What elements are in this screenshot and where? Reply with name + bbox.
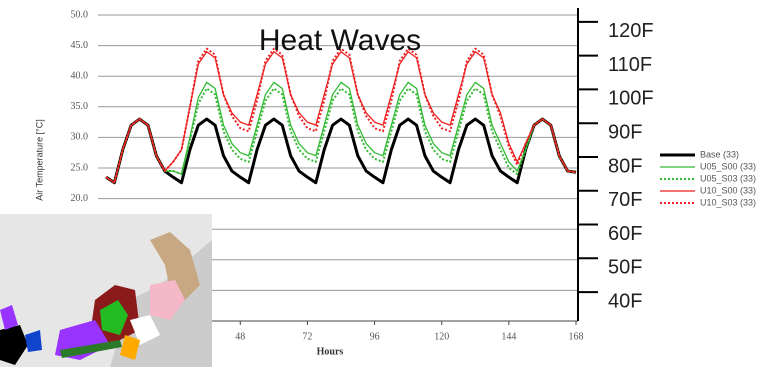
x-tick-label: 120 bbox=[434, 331, 449, 342]
y-tick-label: 40.0 bbox=[71, 70, 89, 81]
y-axis-label: Air Temperature [°C] bbox=[34, 119, 44, 200]
series-line bbox=[106, 88, 576, 182]
chart-title: Heat Waves bbox=[259, 24, 421, 57]
legend-label: U10_S03 (33) bbox=[700, 197, 756, 207]
map-inset bbox=[0, 214, 212, 367]
y2-tick-label: 60F bbox=[608, 223, 642, 245]
y2-tick-label: 110F bbox=[608, 54, 652, 76]
y-tick-label: 50.0 bbox=[71, 9, 89, 20]
y-tick-label: 30.0 bbox=[71, 132, 89, 143]
legend-label: U05_S00 (33) bbox=[700, 161, 756, 171]
y2-tick-label: 50F bbox=[608, 257, 642, 279]
x-tick-label: 72 bbox=[302, 331, 312, 342]
chart: 0.05.010.015.020.025.030.035.040.045.050… bbox=[0, 0, 767, 367]
y2-tick-label: 40F bbox=[608, 290, 642, 312]
x-axis-label: Hours bbox=[317, 346, 344, 357]
x-tick-label: 144 bbox=[501, 331, 516, 342]
y-tick-label: 35.0 bbox=[71, 101, 89, 112]
y-tick-label: 45.0 bbox=[71, 40, 89, 51]
x-tick-label: 48 bbox=[235, 331, 245, 342]
y2-tick-label: 100F bbox=[608, 88, 654, 110]
legend-label: Base (33) bbox=[700, 149, 739, 159]
x-tick-label: 96 bbox=[370, 331, 380, 342]
y2-tick-label: 70F bbox=[608, 189, 642, 211]
legend-label: U05_S03 (33) bbox=[700, 173, 756, 183]
y-tick-label: 20.0 bbox=[71, 193, 89, 204]
y2-tick-label: 120F bbox=[608, 20, 654, 42]
y-tick-label: 25.0 bbox=[71, 162, 89, 173]
y2-tick-label: 90F bbox=[608, 121, 642, 143]
y2-tick-label: 80F bbox=[608, 155, 642, 177]
legend-label: U10_S00 (33) bbox=[700, 185, 756, 195]
fahrenheit-axis: 40F 50F 60F 70F 80F 90F 100F 110F 120F bbox=[578, 8, 654, 321]
legend: Base (33) U05_S00 (33) U05_S03 (33) U10_S00… bbox=[660, 149, 756, 207]
page: {"chart_data": {"type": "line", "title":… bbox=[0, 0, 767, 367]
x-tick-label: 168 bbox=[569, 331, 584, 342]
